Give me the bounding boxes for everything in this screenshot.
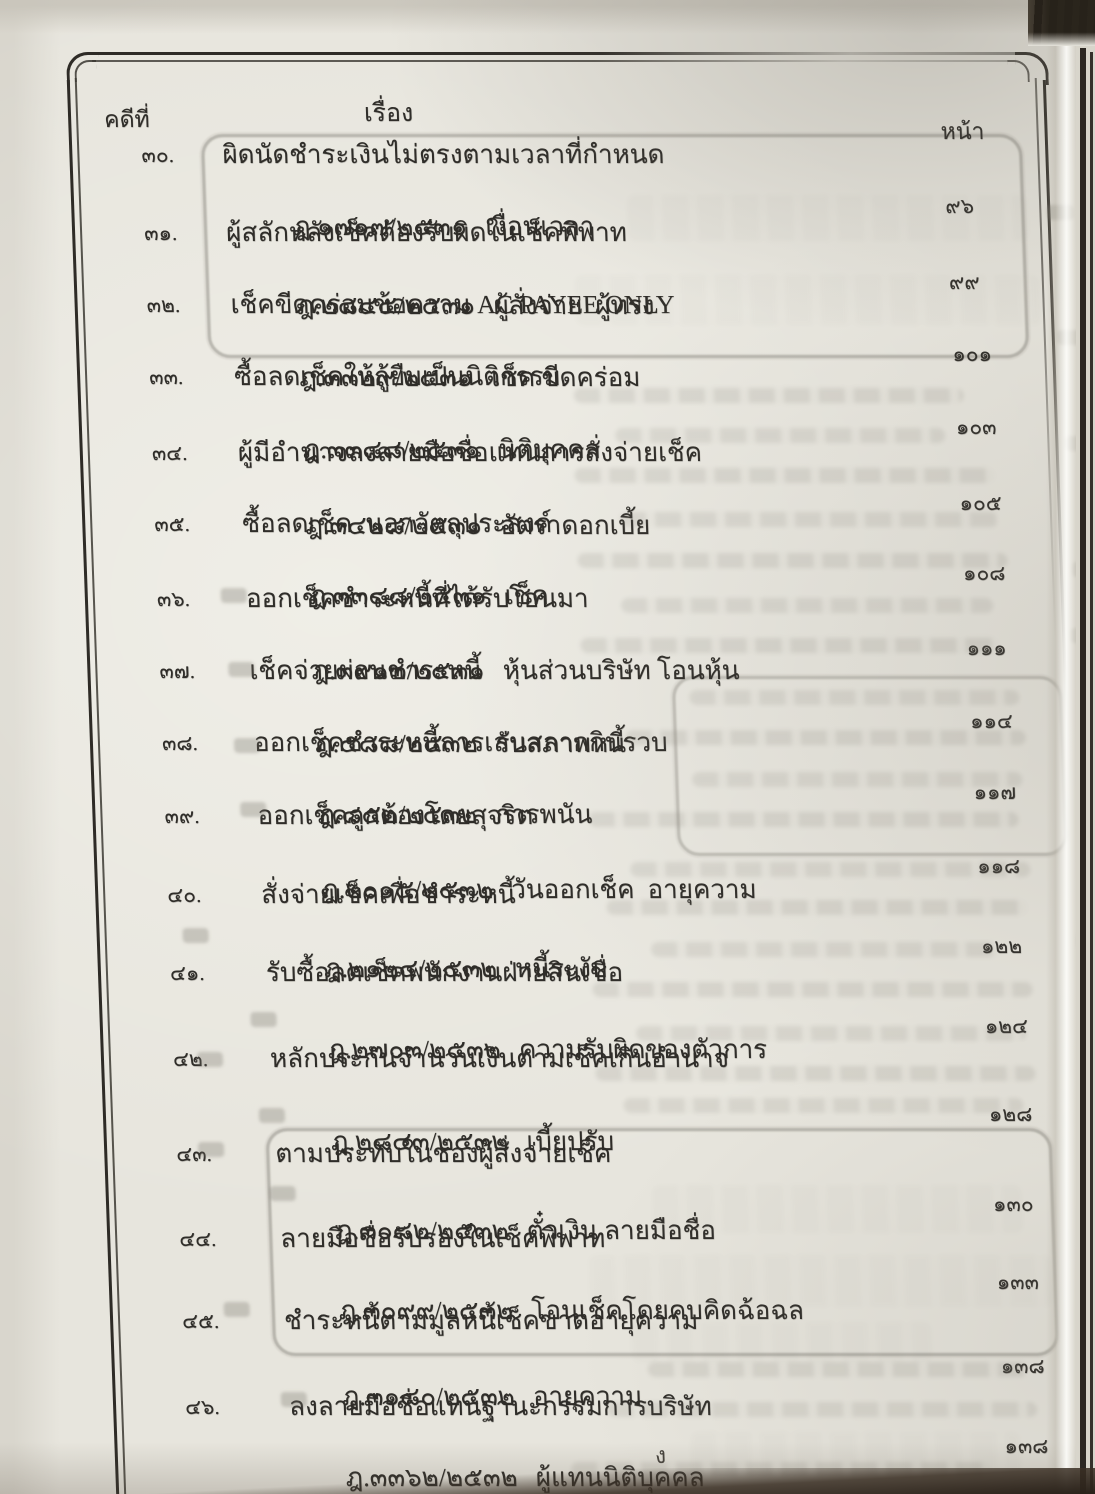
bleedthrough-mark [182,928,209,943]
case-number: ๔๔. [178,1227,217,1251]
underlying-page-frame-line [1090,52,1093,1494]
bleedthrough-text-line [574,468,995,483]
case-number: ๔๕. [181,1309,220,1333]
case-subject: รับซื้อลดเช็คพนักงานฝ่ายสินเชื่อ [265,958,624,987]
subject-column-header: เรื่อง [363,100,414,127]
bleedthrough-text-line [614,428,946,443]
case-subject: ผู้สลักหลังเช็คต้องรับผิดในเช็คพิพาท [225,218,628,247]
bleedthrough-mark [269,1186,296,1201]
bleedthrough-text-line [651,1185,1024,1233]
bleedthrough-text-line [619,512,999,527]
bleedthrough-text-line [689,690,1020,705]
bleedthrough-text-line [606,900,1027,915]
case-number: ๓๙. [164,804,200,828]
bleedthrough-text-line [606,1402,1038,1417]
case-number: ๓๖. [156,587,191,611]
bleedthrough-mark [220,588,248,603]
bleedthrough-text-line [623,1098,1024,1113]
case-subject: ลายมือชื่อรับรองในเช็คพิพาท [279,1224,606,1253]
bleedthrough-text-line [635,1026,1027,1041]
case-number: ๓๘. [161,731,199,755]
bleedthrough-mark [258,1108,286,1123]
case-number: ๓๒. [146,293,181,317]
case-subject: ซื้อลดเช็คให้กู้ยืมเป็นนิติกรรม [233,362,562,391]
case-number: ๓๕. [153,512,191,536]
bleedthrough-text-line [592,982,1033,997]
case-number: ๓๑. [143,221,178,245]
case-subject: สั่งจ่ายเช็คเพื่อชำระหนี้ [260,880,517,909]
frame-top-inner [92,60,1008,62]
frame-left-inner [74,78,127,1494]
case-number: ๔๑. [169,961,205,985]
case-subject: ออกเช็คชำระหนี้การเล่นสลากกินรวบ [253,728,669,757]
case-subject: ออกเช็คชำระหนี้ที่ได้รับโอนมา [245,584,590,613]
bleedthrough-mark [280,1392,308,1407]
photo-bottom-edge [0,1468,1095,1494]
case-number-column-header: คดีที่ [103,107,151,132]
bleedthrough-text-line [574,275,1042,325]
page-number: ๑๐๓ [955,415,997,439]
frame-top-outer [93,52,1017,55]
book-edge-top-right [1028,0,1095,46]
bleedthrough-mark [233,738,261,753]
bleedthrough-text-line [650,942,1002,957]
case-subject: ออกเช็คถูกต้องโดยสุจริต [256,801,534,830]
bleedthrough-text-line [625,730,1027,745]
case-number: ๓๔. [151,441,188,465]
bleedthrough-text-line [588,812,1019,827]
bleedthrough-text-line [647,1362,1029,1377]
page-fore-edge [1046,0,1080,1494]
case-number: ๔๐. [166,883,202,907]
case-number: ๓๐. [140,143,175,167]
case-number: ๓๗. [159,659,196,683]
bleedthrough-mark [228,662,255,677]
bleedthrough-text-line [620,598,994,613]
case-subject: ซื้อลดเช็ค นอกวัตถุประสงค์ [241,509,553,538]
bleedthrough-mark [196,1052,224,1067]
case-subject: เช็คจ่ายผ่อนชำระหนี้ [248,656,483,685]
bleedthrough-text-line [580,638,999,653]
bleedthrough-text-line [595,1066,1036,1081]
bleedthrough-text-line [631,1322,933,1362]
bleedthrough-mark [197,1142,225,1157]
case-number: ๔๖. [184,1395,221,1419]
frame-left-outer [66,80,120,1494]
bleedthrough-text-line [630,862,1031,877]
bleedthrough-text-line [588,1255,1053,1307]
underlying-page-frame-line [1080,48,1086,1494]
case-number: ๓๓. [148,365,184,389]
case-subject: ผิดนัดชำระเงินไม่ตรงตามเวลาที่กำหนด [221,140,665,169]
page-number: ๑๐๑ [951,342,993,366]
bleedthrough-mark [250,1012,277,1027]
case-subject: ตามประทับในช่องผู้สั่งจ่ายเช็ค [274,1139,612,1168]
bleedthrough-mark [223,1302,250,1317]
bleedthrough-text-line [691,772,1023,787]
page-column-header: หน้า [940,119,985,144]
bleedthrough-mark [240,802,267,817]
bleedthrough-text-line [626,195,1029,241]
bleedthrough-text-line [573,388,965,403]
case-keywords: หุ้นส่วนบริษัท โอนหุ้น [502,656,740,685]
bleedthrough-text-line [577,553,1008,568]
